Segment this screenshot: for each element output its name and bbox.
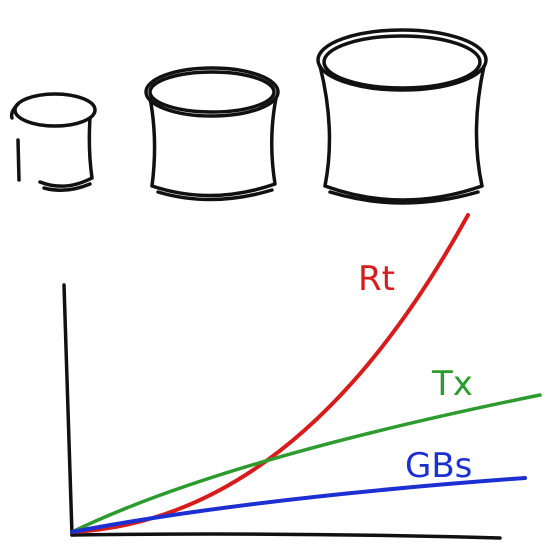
bucket-rim [15,94,95,126]
sketch: Rt Tx GBs [0,0,545,550]
curve-label: GBs [405,446,472,486]
medium-bucket [146,68,278,200]
x-axis [72,534,500,538]
curve-label: Tx [431,364,473,404]
small-bucket [12,94,95,190]
bucket-body [12,104,92,190]
bucket-rim [146,68,278,116]
gbs-curve [72,478,525,532]
large-bucket [318,30,486,203]
page: Rt Tx GBs (() => { const data = JSON.par… [0,0,545,550]
bucket-rim [318,30,486,90]
bucket-rim-inner [324,36,480,88]
y-axis [64,285,72,535]
curve-label: Rt [358,259,395,299]
bucket-rim-inner [150,72,274,112]
